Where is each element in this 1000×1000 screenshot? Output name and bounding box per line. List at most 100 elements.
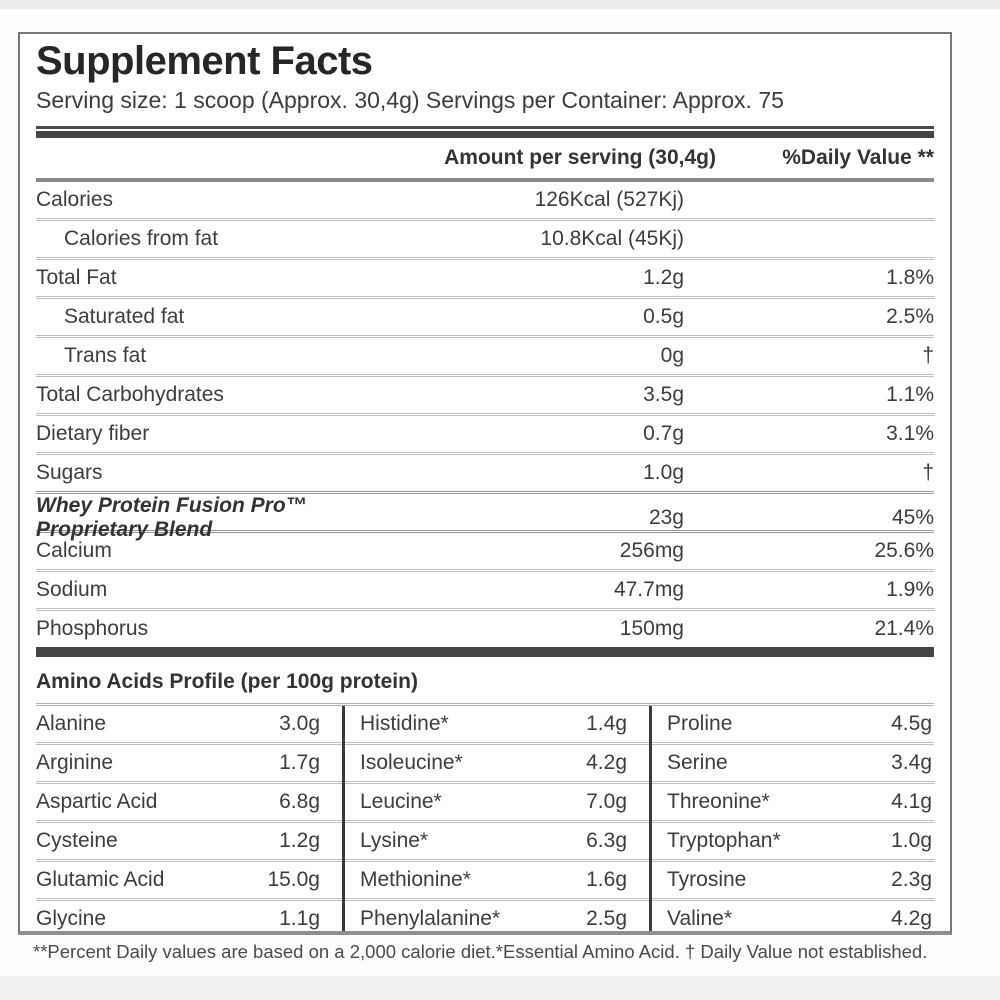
table-row-calories-from-fat: Calories from fat 10.8Kcal (45Kj) bbox=[36, 217, 934, 257]
amino-cell: Histidine* 1.4g bbox=[344, 706, 651, 742]
nutrient-amount: 256mg bbox=[619, 538, 684, 562]
amino-cell: Tyrosine 2.3g bbox=[651, 862, 934, 898]
nutrient-name: Sodium bbox=[36, 577, 108, 601]
table-row-saturated-fat: Saturated fat 0.5g 2.5% bbox=[36, 295, 934, 335]
amino-name: Serine bbox=[667, 750, 728, 774]
amino-cell: Cysteine 1.2g bbox=[36, 823, 344, 859]
amino-name: Glutamic Acid bbox=[36, 867, 165, 891]
amino-row: Glycine 1.1g Phenylalanine* 2.5g Valine* 4.… bbox=[36, 897, 934, 931]
amino-name: Threonine* bbox=[667, 789, 770, 813]
amino-name: Isoleucine* bbox=[360, 750, 463, 774]
amino-cell: Glycine 1.1g bbox=[36, 901, 344, 931]
table-row-trans-fat: Trans fat 0g † bbox=[36, 334, 934, 374]
nutrient-daily-value: 25.6% bbox=[874, 538, 934, 562]
amino-row: Glutamic Acid 15.0g Methionine* 1.6g Tyros… bbox=[36, 858, 934, 898]
page-edge-top bbox=[0, 0, 1000, 9]
amino-row: Arginine 1.7g Isoleucine* 4.2g Serine 3.4g bbox=[36, 741, 934, 781]
nutrient-amount: 0.5g bbox=[643, 304, 684, 328]
amount-column-header: Amount per serving (30,4g) bbox=[444, 145, 716, 169]
amino-acids-table: Alanine 3.0g Histidine* 1.4g Proline 4.5g A… bbox=[36, 702, 934, 931]
nutrient-amount: 23g bbox=[648, 505, 684, 529]
amino-name: Alanine bbox=[36, 711, 107, 735]
nutrient-amount: 126Kcal (527Kj) bbox=[534, 187, 684, 211]
amino-cell: Tryptophan* 1.0g bbox=[651, 823, 934, 859]
nutrient-name: Total Fat bbox=[36, 265, 117, 289]
table-row-calcium: Calcium 256mg 25.6% bbox=[36, 529, 934, 569]
amino-value: 4.2g bbox=[891, 906, 932, 930]
table-row-whey-protein-blend: Whey Protein Fusion Pro™ Proprietary Ble… bbox=[36, 490, 934, 541]
amino-cell: Methionine* 1.6g bbox=[344, 862, 651, 898]
nutrient-name: Dietary fiber bbox=[36, 421, 150, 445]
nutrient-daily-value: † bbox=[922, 460, 934, 484]
nutrient-daily-value: 1.1% bbox=[886, 382, 934, 406]
amino-cell: Isoleucine* 4.2g bbox=[344, 745, 651, 781]
amino-column-divider bbox=[342, 705, 345, 931]
table-row-total-carbohydrates: Total Carbohydrates 3.5g 1.1% bbox=[36, 373, 934, 413]
thick-divider-top bbox=[36, 125, 934, 138]
nutrient-daily-value: 3.1% bbox=[886, 421, 934, 445]
amino-value: 4.2g bbox=[586, 750, 627, 774]
nutrient-daily-value: 21.4% bbox=[874, 616, 934, 640]
amino-value: 1.4g bbox=[586, 711, 627, 735]
nutrient-amount: 1.0g bbox=[643, 460, 684, 484]
amino-name: Tryptophan* bbox=[667, 828, 781, 852]
nutrient-name: Whey Protein Fusion Pro™ Proprietary Ble… bbox=[36, 493, 307, 541]
nutrient-amount: 10.8Kcal (45Kj) bbox=[540, 226, 684, 250]
thick-divider-bottom bbox=[36, 646, 934, 657]
amino-name: Cysteine bbox=[36, 828, 118, 852]
nutrient-daily-value: 2.5% bbox=[886, 304, 934, 328]
amino-name: Valine* bbox=[667, 906, 732, 930]
nutrient-amount: 150mg bbox=[619, 616, 684, 640]
nutrient-name: Phosphorus bbox=[36, 616, 149, 640]
amino-cell: Arginine 1.7g bbox=[36, 745, 344, 781]
nutrient-table: Calories 126Kcal (527Kj) Calories from f… bbox=[36, 182, 934, 647]
amino-value: 3.0g bbox=[279, 711, 320, 735]
table-row-dietary-fiber: Dietary fiber 0.7g 3.1% bbox=[36, 412, 934, 452]
nutrient-name: Calcium bbox=[36, 538, 112, 562]
amino-row: Cysteine 1.2g Lysine* 6.3g Tryptophan* 1.0g bbox=[36, 819, 934, 859]
amino-cell: Serine 3.4g bbox=[651, 745, 934, 781]
amino-column-divider bbox=[649, 705, 652, 931]
nutrient-amount: 1.2g bbox=[643, 265, 684, 289]
nutrient-name: Calories from fat bbox=[64, 226, 219, 250]
table-row-phosphorus: Phosphorus 150mg 21.4% bbox=[36, 607, 934, 647]
nutrient-name: Saturated fat bbox=[64, 304, 185, 328]
nutrient-amount: 0.7g bbox=[643, 421, 684, 445]
amino-name: Leucine* bbox=[360, 789, 442, 813]
nutrient-amount: 3.5g bbox=[643, 382, 684, 406]
nutrient-daily-value: 1.8% bbox=[886, 265, 934, 289]
amino-cell: Lysine* 6.3g bbox=[344, 823, 651, 859]
nutrient-daily-value: 45% bbox=[891, 505, 934, 529]
amino-value: 6.8g bbox=[279, 789, 320, 813]
amino-name: Tyrosine bbox=[667, 867, 747, 891]
table-row-calories: Calories 126Kcal (527Kj) bbox=[36, 182, 934, 218]
amino-cell: Proline 4.5g bbox=[651, 706, 934, 742]
amino-value: 1.2g bbox=[279, 828, 320, 852]
amino-value: 7.0g bbox=[586, 789, 627, 813]
amino-cell: Leucine* 7.0g bbox=[344, 784, 651, 820]
amino-value: 1.7g bbox=[279, 750, 320, 774]
nutrient-daily-value: 1.9% bbox=[886, 577, 934, 601]
amino-name: Histidine* bbox=[360, 711, 449, 735]
amino-name: Phenylalanine* bbox=[360, 906, 501, 930]
nutrient-daily-value: † bbox=[922, 343, 934, 367]
table-row-sugars: Sugars 1.0g † bbox=[36, 451, 934, 491]
supplement-facts-panel: Supplement Facts Serving size: 1 scoop (… bbox=[18, 32, 952, 935]
table-header-row: Amount per serving (30,4g) %Daily Value … bbox=[36, 138, 934, 182]
amino-value: 3.4g bbox=[891, 750, 932, 774]
amino-name: Proline bbox=[667, 711, 733, 735]
amino-value: 1.6g bbox=[586, 867, 627, 891]
amino-value: 4.1g bbox=[891, 789, 932, 813]
panel-title: Supplement Facts bbox=[36, 39, 373, 83]
nutrient-name: Trans fat bbox=[64, 343, 147, 367]
amino-name: Aspartic Acid bbox=[36, 789, 158, 813]
amino-cell: Glutamic Acid 15.0g bbox=[36, 862, 344, 898]
amino-row: Aspartic Acid 6.8g Leucine* 7.0g Threonine… bbox=[36, 780, 934, 820]
nutrient-name: Sugars bbox=[36, 460, 103, 484]
amino-name: Lysine* bbox=[360, 828, 429, 852]
amino-value: 6.3g bbox=[586, 828, 627, 852]
amino-name: Methionine* bbox=[360, 867, 471, 891]
amino-row: Alanine 3.0g Histidine* 1.4g Proline 4.5g bbox=[36, 706, 934, 742]
nutrient-name: Calories bbox=[36, 187, 114, 211]
amino-cell: Aspartic Acid 6.8g bbox=[36, 784, 344, 820]
